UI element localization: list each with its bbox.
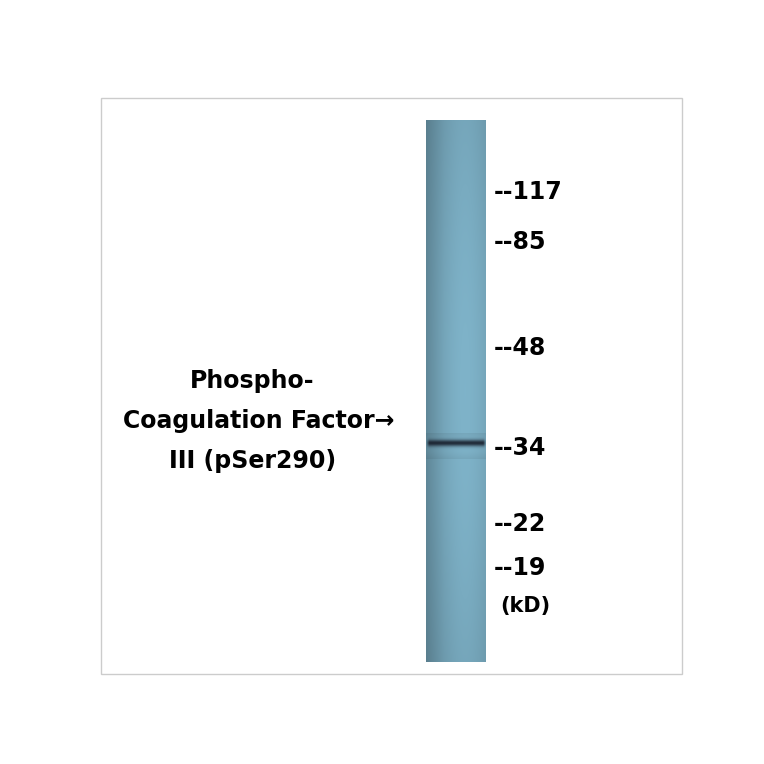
Text: III (pSer290): III (pSer290)	[169, 449, 336, 473]
Text: Coagulation Factor→: Coagulation Factor→	[123, 409, 394, 433]
Text: --117: --117	[494, 180, 562, 204]
Text: (kD): (kD)	[500, 597, 551, 617]
Text: --34: --34	[494, 435, 545, 460]
Text: --22: --22	[494, 512, 545, 536]
Text: --48: --48	[494, 335, 545, 360]
Text: --85: --85	[494, 230, 546, 254]
Text: --19: --19	[494, 556, 545, 580]
Text: Phospho-: Phospho-	[190, 369, 315, 393]
